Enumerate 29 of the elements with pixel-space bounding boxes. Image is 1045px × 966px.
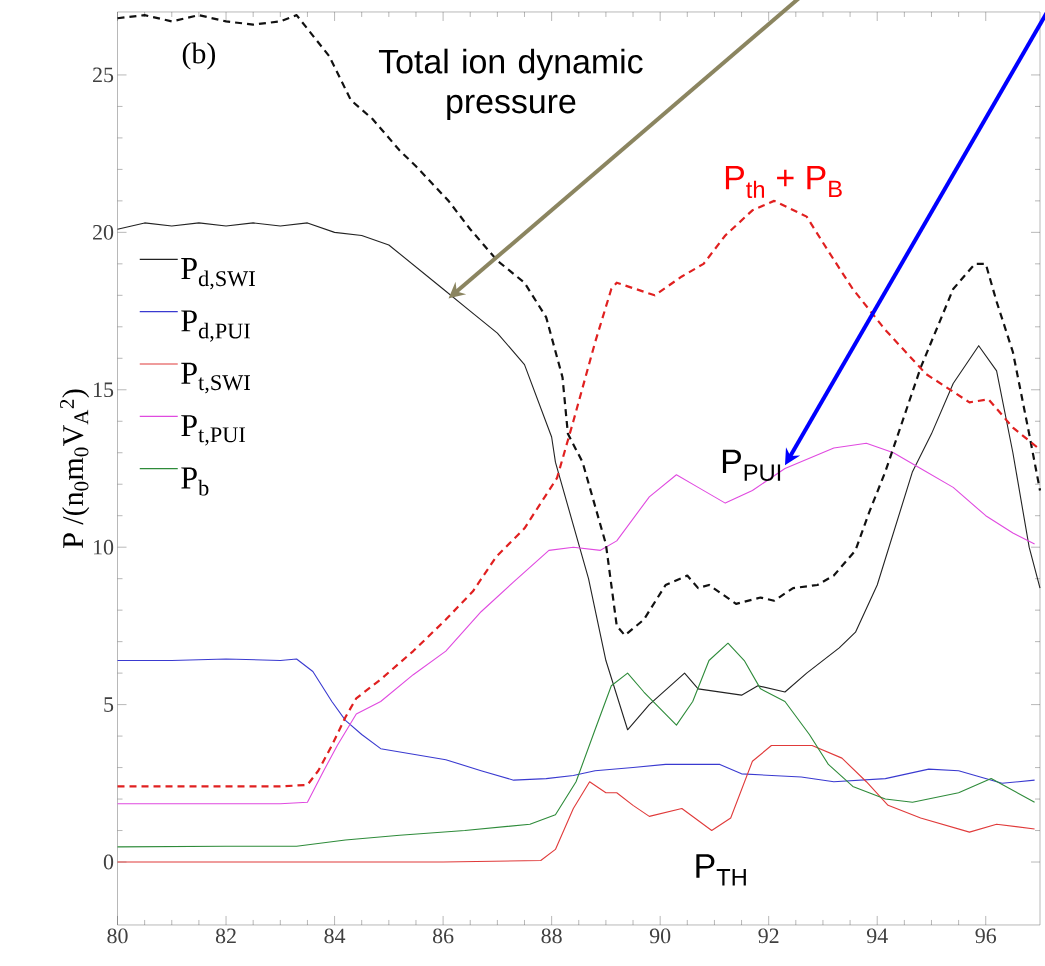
x-tick-label: 82 xyxy=(215,928,236,944)
annotation: P$_{PUI}$ xyxy=(722,449,781,481)
y-tick-label: 25 xyxy=(93,67,114,83)
y-tick-label: 20 xyxy=(93,224,114,240)
x-tick-label: 96 xyxy=(975,928,997,944)
annotation: P$_{th}$ + P$_{B}$ xyxy=(725,165,842,199)
legend-label: P$_{d,SWI}$ xyxy=(181,258,255,290)
x-tick-label: 90 xyxy=(649,928,671,944)
x-tick-label: 84 xyxy=(324,928,346,944)
y-tick-label: 0 xyxy=(103,854,114,870)
legend-label: P$_{d,PUI}$ xyxy=(181,310,250,342)
annotation: (b) xyxy=(182,42,216,70)
x-tick-label: 80 xyxy=(107,928,128,944)
x-tick-label: 94 xyxy=(866,928,888,944)
annotation: P$_{TH}$ xyxy=(696,854,746,886)
y-tick-label: 10 xyxy=(93,539,114,555)
y-tick-label: 15 xyxy=(93,382,114,398)
y-tick-label: 5 xyxy=(104,697,114,712)
line-series xyxy=(116,642,1036,848)
line-series xyxy=(116,14,1042,637)
legend-label: P$_{b}$ xyxy=(181,467,209,496)
annotation: Total ion dynamic pressure xyxy=(378,48,643,121)
y-axis-title: P /(n$_{0}$m$_{0}$V$_{A}$$^{2}$) xyxy=(60,389,90,548)
legend-label: P$_{t,PUI}$ xyxy=(181,415,246,446)
x-tick-label: 88 xyxy=(541,928,562,944)
legend-label: P$_{t,SWI}$ xyxy=(181,362,250,394)
line-series xyxy=(116,658,1036,784)
x-tick-label: 92 xyxy=(758,928,779,944)
x-tick-label: 86 xyxy=(432,928,454,944)
